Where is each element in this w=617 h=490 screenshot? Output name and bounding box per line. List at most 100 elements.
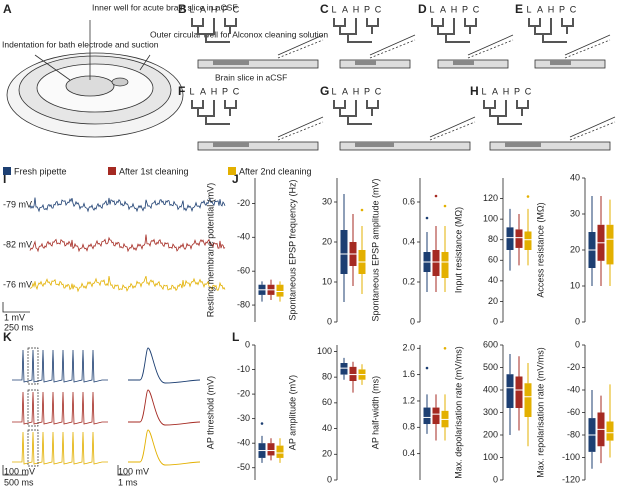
y-axis-label: AP threshold (mV) xyxy=(205,376,215,449)
tree xyxy=(191,100,237,125)
panel-label: D xyxy=(418,2,427,16)
box xyxy=(340,363,348,375)
y-tick-label: 0.4 xyxy=(402,236,415,246)
annotation: Brain slice in aCSF xyxy=(215,72,287,82)
box xyxy=(606,224,614,265)
scale-label: 100 mV xyxy=(118,466,149,476)
tree-label: P xyxy=(364,86,370,96)
y-axis-label: Resting membrane potential (mV) xyxy=(205,183,215,318)
y-tick-label: 400 xyxy=(483,384,498,394)
legend-swatch xyxy=(228,167,236,175)
tree-label: L xyxy=(331,86,336,96)
y-tick-label: 0.6 xyxy=(402,196,415,206)
y-tick-label: -20 xyxy=(237,388,250,398)
y-tick-label: -30 xyxy=(237,413,250,423)
trace-label: -76 mV xyxy=(3,279,32,289)
tree xyxy=(528,18,574,43)
y-tick-label: 2.0 xyxy=(402,343,415,353)
tree-label: L xyxy=(189,4,194,14)
y-tick-label: 0 xyxy=(327,474,332,484)
y-tick-label: 30 xyxy=(322,196,332,206)
box xyxy=(267,443,275,456)
tree xyxy=(191,18,237,43)
chamber xyxy=(197,141,319,151)
zoom-box xyxy=(27,347,39,385)
tree-label: A xyxy=(342,86,348,96)
y-tick-label: 10 xyxy=(322,276,332,286)
outlier xyxy=(443,346,447,350)
pipette xyxy=(429,116,476,138)
trace-label: -82 mV xyxy=(3,239,32,249)
scale-label: 250 ms xyxy=(4,322,34,332)
well xyxy=(355,60,376,65)
tree-label: A xyxy=(200,86,206,96)
trace xyxy=(29,234,226,253)
box xyxy=(432,250,440,276)
scale-label: 100 mV xyxy=(4,466,35,476)
chamber xyxy=(489,141,611,151)
outlier xyxy=(434,194,438,198)
y-tick-label: -20 xyxy=(237,198,250,208)
y-tick-label: -80 xyxy=(567,429,580,439)
pipette xyxy=(467,39,514,59)
ap-train xyxy=(12,349,108,383)
tree-label: P xyxy=(514,86,520,96)
scale-label: 1 mV xyxy=(4,312,25,322)
tree-label: H xyxy=(353,86,360,96)
tree-label: C xyxy=(570,4,577,14)
box xyxy=(441,252,449,278)
tree-label: A xyxy=(440,4,446,14)
tree-label: A xyxy=(200,4,206,14)
pipette xyxy=(564,34,611,56)
outlier xyxy=(526,195,530,198)
pipette xyxy=(564,39,611,59)
y-tick-label: 80 xyxy=(322,372,332,382)
y-tick-label: 300 xyxy=(483,407,498,417)
box xyxy=(340,230,348,274)
well xyxy=(453,60,474,65)
pipette xyxy=(277,116,324,138)
chamber xyxy=(339,141,471,151)
outlier xyxy=(360,208,364,212)
legend-swatch xyxy=(108,167,116,175)
scale-label: 1 ms xyxy=(118,477,138,487)
y-tick-label: 100 xyxy=(317,346,332,356)
annotation: Inner well for acute brain slice in aCSF xyxy=(92,2,238,12)
y-axis-label: Max. depolarisation rate (mV/ms) xyxy=(453,346,463,479)
y-tick-label: 0 xyxy=(410,316,415,326)
ap-train xyxy=(12,391,108,425)
scale-label: 500 ms xyxy=(4,477,34,487)
pipette xyxy=(369,34,416,56)
y-tick-label: 40 xyxy=(488,275,498,285)
y-axis-label: Spontaneous EPSP frequency (Hz) xyxy=(287,180,297,321)
tree-label: L xyxy=(189,86,194,96)
trace-label: -79 mV xyxy=(3,199,32,209)
legend-swatch xyxy=(3,167,11,175)
tree-label: L xyxy=(481,86,486,96)
box xyxy=(349,366,357,381)
y-tick-label: 0 xyxy=(245,339,250,349)
chamber xyxy=(197,59,319,69)
box xyxy=(606,421,614,441)
y-tick-label: -40 xyxy=(237,232,250,242)
y-tick-label: 40 xyxy=(322,423,332,433)
y-tick-label: 60 xyxy=(488,255,498,265)
legend-label: Fresh pipette xyxy=(14,166,67,176)
tree-label: H xyxy=(451,4,458,14)
y-tick-label: 20 xyxy=(488,296,498,306)
y-tick-label: 500 xyxy=(483,362,498,372)
y-axis-label: AP half-width (ms) xyxy=(370,376,380,449)
annotation: Outer circular well for Alconox cleaning… xyxy=(150,29,328,39)
tree-label: P xyxy=(222,4,228,14)
box xyxy=(524,383,532,417)
tree-label: L xyxy=(331,4,336,14)
tree-label: L xyxy=(429,4,434,14)
trace xyxy=(29,197,226,213)
box xyxy=(515,376,523,408)
y-tick-label: -10 xyxy=(237,364,250,374)
scale-bar xyxy=(117,465,130,476)
dish xyxy=(6,20,184,138)
tree-label: A xyxy=(537,4,543,14)
pipette xyxy=(369,39,416,59)
